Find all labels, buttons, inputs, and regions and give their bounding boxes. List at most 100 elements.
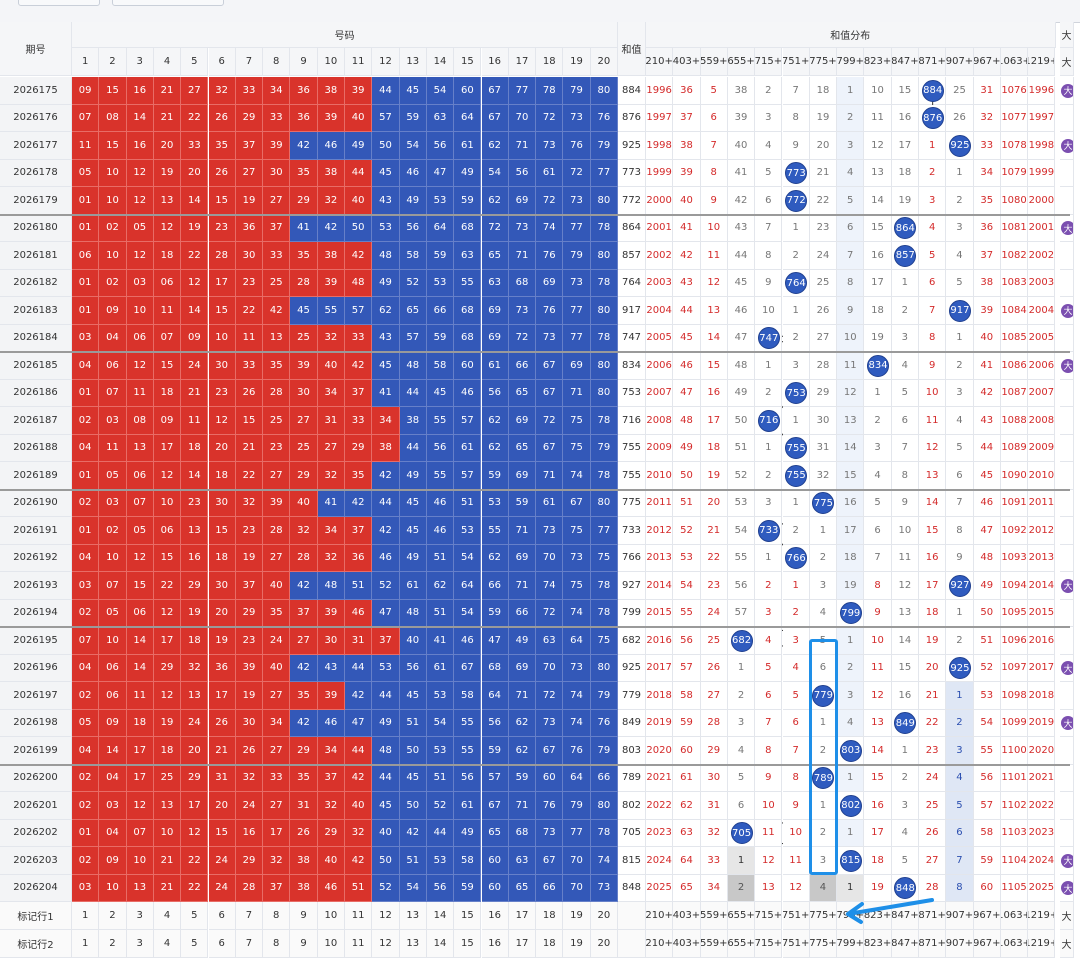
distribution-miss-cell: 3	[782, 627, 810, 655]
drawn-number-cell: 29	[181, 572, 209, 600]
distribution-miss-cell: 2011	[646, 489, 674, 517]
distribution-miss-cell: 22	[700, 544, 728, 572]
distribution-miss-cell: 5	[919, 242, 947, 270]
drawn-number-cell: 77	[563, 214, 591, 242]
drawn-number-cell: 55	[481, 517, 509, 545]
drawn-number-cell: 02	[72, 599, 100, 627]
distribution-column-header: 655+	[727, 48, 756, 76]
drawn-number-cell: 71	[508, 132, 537, 160]
number-column-header: 16	[481, 48, 509, 76]
drawn-number-cell: 45	[399, 489, 427, 517]
drawn-number-cell: 04	[99, 324, 127, 352]
distribution-miss-cell: 6	[700, 104, 728, 132]
distribution-miss-cell: 25	[809, 269, 838, 297]
drawn-number-cell: 06	[72, 242, 100, 270]
drawn-number-cell: 27	[317, 434, 345, 462]
distribution-miss-cell: 16	[891, 104, 919, 132]
distribution-miss-cell: 1093	[1000, 544, 1029, 572]
drawn-number-cell: 28	[263, 517, 291, 545]
drawn-number-cell: 29	[153, 654, 182, 682]
drawn-number-cell: 75	[563, 517, 591, 545]
drawn-number-cell: 53	[426, 269, 455, 297]
drawn-number-cell: 15	[208, 297, 236, 325]
drawn-number-cell: 40	[399, 627, 427, 655]
distribution-miss-cell: 18	[809, 77, 838, 105]
drawn-number-cell: 80	[590, 352, 618, 380]
distribution-column-header: 403+	[673, 48, 701, 76]
distribution-column-header: 847+	[891, 48, 919, 76]
distribution-miss-cell: 3	[755, 104, 783, 132]
distribution-miss-cell: 2	[837, 104, 865, 132]
drawn-number-cell: 61	[454, 434, 482, 462]
drawn-number-cell: 42	[345, 352, 373, 380]
distribution-miss-cell: 2014	[646, 572, 674, 600]
drawn-number-cell: 33	[235, 352, 264, 380]
distribution-miss-cell: 10	[891, 517, 919, 545]
distribution-miss-cell: 1076	[1000, 77, 1029, 105]
distribution-miss-cell: 15	[700, 352, 728, 380]
distribution-miss-cell: 17	[864, 269, 892, 297]
distribution-miss-cell: 1096	[1000, 627, 1029, 655]
distribution-miss-cell: 53	[673, 544, 701, 572]
drawn-number-cell: 08	[126, 407, 154, 435]
drawn-number-cell: 28	[290, 544, 318, 572]
sum-value-cell: 834	[618, 352, 646, 380]
drawn-number-cell: 40	[345, 104, 373, 132]
drawn-number-cell: 15	[99, 132, 127, 160]
distribution-miss-cell: 1	[891, 269, 919, 297]
drawn-number-cell: 73	[508, 214, 537, 242]
drawn-number-cell: 32	[317, 544, 345, 572]
drawn-number-cell: 39	[317, 104, 345, 132]
drawn-number-cell: 49	[372, 269, 400, 297]
drawn-number-cell: 77	[563, 297, 591, 325]
distribution-column-header: 871+	[919, 48, 947, 76]
sum-hit-marker: 755	[785, 464, 808, 487]
drawn-number-cell: 56	[481, 379, 509, 407]
distribution-miss-cell: 1	[782, 407, 810, 435]
drawn-number-cell: 49	[345, 132, 373, 160]
sum-value-cell: 864	[618, 214, 646, 242]
distribution-miss-cell: 43	[673, 269, 701, 297]
drawn-number-cell: 57	[454, 407, 482, 435]
distribution-miss-cell: 33	[973, 132, 1001, 160]
drawn-number-cell: 19	[181, 599, 209, 627]
toolbar-button-1[interactable]	[18, 0, 100, 6]
distribution-miss-cell: 2012	[1028, 517, 1056, 545]
distribution-miss-cell: 2015	[646, 599, 674, 627]
drawn-number-cell: 62	[372, 297, 400, 325]
drawn-number-cell: 72	[481, 214, 509, 242]
drawn-number-cell: 75	[563, 407, 591, 435]
drawn-number-cell: 40	[263, 572, 291, 600]
period-cell: 2026184	[0, 324, 72, 352]
drawn-number-cell: 67	[536, 352, 564, 380]
number-column-header: 2	[99, 48, 127, 76]
drawn-number-cell: 76	[536, 297, 564, 325]
distribution-miss-cell: 43	[727, 214, 756, 242]
sum-value-cell: 876	[618, 104, 646, 132]
drawn-number-cell: 26	[208, 104, 236, 132]
period-cell: 2026183	[0, 297, 72, 325]
distribution-miss-cell: 18	[864, 297, 892, 325]
sum-hit-marker: 716	[757, 409, 780, 432]
period-cell: 2026185	[0, 352, 72, 380]
drawn-number-cell: 30	[208, 572, 236, 600]
distribution-miss-cell: 1095	[1000, 599, 1029, 627]
extra-column-cell: 大	[1060, 352, 1074, 380]
distribution-miss-cell: 13	[837, 407, 865, 435]
drawn-number-cell: 69	[563, 352, 591, 380]
distribution-miss-cell: 1087	[1000, 379, 1029, 407]
sum-value-cell: 925	[618, 132, 646, 160]
distribution-miss-cell: 2005	[646, 324, 674, 352]
distribution-miss-cell: 16	[837, 489, 865, 517]
distribution-column-header: 210+	[646, 48, 674, 76]
distribution-miss-cell: 1997	[1028, 104, 1056, 132]
drawn-number-cell: 40	[317, 352, 345, 380]
drawn-number-cell: 49	[454, 159, 482, 187]
drawn-number-cell: 42	[290, 654, 318, 682]
toolbar-button-2[interactable]	[112, 0, 224, 6]
drawn-number-cell: 69	[536, 269, 564, 297]
distribution-miss-cell: 10	[864, 77, 892, 105]
distribution-miss-cell: 1081	[1000, 214, 1029, 242]
drawn-number-cell: 57	[372, 104, 400, 132]
